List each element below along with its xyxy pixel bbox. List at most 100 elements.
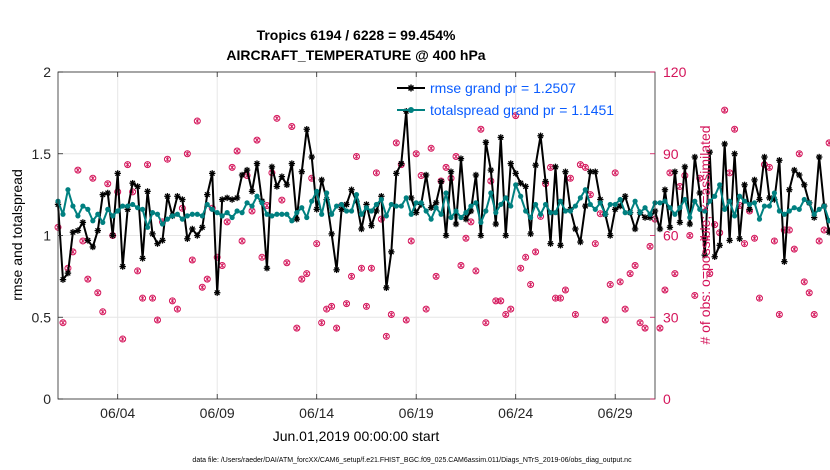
obs-possible-point bbox=[581, 163, 589, 171]
obs-assimilated-point bbox=[567, 175, 574, 181]
rmse-point bbox=[741, 181, 748, 189]
x-tick-label: 06/09 bbox=[200, 405, 235, 421]
obs-assimilated-point bbox=[458, 262, 464, 269]
totalspread-point bbox=[478, 219, 484, 226]
totalspread-point bbox=[299, 205, 305, 211]
obs-assimilated-point bbox=[274, 115, 280, 121]
totalspread-point bbox=[508, 203, 514, 209]
rmse-point bbox=[691, 153, 698, 161]
obs-assimilated-point bbox=[592, 241, 598, 247]
totalspread-point bbox=[304, 214, 310, 221]
obs-assimilated-point bbox=[105, 181, 111, 187]
totalspread-point bbox=[667, 205, 673, 211]
obs-possible-point bbox=[462, 234, 470, 242]
totalspread-point bbox=[279, 211, 285, 217]
obs-possible-point bbox=[362, 302, 370, 310]
obs-assimilated-point bbox=[637, 320, 643, 326]
obs-possible-point bbox=[273, 114, 281, 122]
obs-possible-point bbox=[671, 270, 679, 278]
totalspread-point bbox=[85, 206, 91, 212]
y-tick-label: 1.5 bbox=[32, 146, 52, 162]
totalspread-point bbox=[642, 205, 648, 211]
obs-possible-point bbox=[407, 237, 415, 245]
totalspread-point bbox=[736, 193, 743, 199]
totalspread-point bbox=[816, 206, 822, 212]
totalspread-point bbox=[756, 216, 763, 222]
rmse-point bbox=[313, 206, 320, 213]
rmse-point bbox=[497, 134, 504, 141]
rmse-point bbox=[686, 220, 694, 228]
obs-assimilated-point bbox=[428, 145, 434, 151]
rmse-point bbox=[129, 179, 136, 187]
obs-possible-point bbox=[566, 174, 574, 182]
totalspread-point bbox=[732, 213, 738, 219]
rmse-point bbox=[94, 227, 101, 234]
obs-assimilated-point bbox=[577, 162, 583, 168]
rmse-point bbox=[408, 194, 415, 202]
obs-possible-point bbox=[755, 294, 763, 302]
obs-assimilated-point bbox=[642, 325, 648, 331]
rmse-point bbox=[338, 206, 345, 213]
obs-assimilated-point bbox=[453, 153, 459, 160]
obs-assimilated-point bbox=[224, 219, 230, 225]
totalspread-point bbox=[712, 193, 718, 199]
totalspread-point bbox=[796, 206, 802, 212]
obs-possible-point bbox=[731, 125, 739, 133]
obs-possible-point bbox=[382, 332, 390, 340]
totalspread-point bbox=[363, 205, 370, 211]
obs-assimilated-point bbox=[433, 273, 439, 279]
totalspread-point bbox=[80, 203, 86, 209]
rmse-point bbox=[214, 289, 221, 296]
obs-assimilated-point bbox=[329, 303, 335, 309]
rmse-point bbox=[706, 148, 713, 156]
obs-possible-point bbox=[591, 240, 599, 248]
totalspread-point bbox=[224, 210, 230, 216]
rmse-point bbox=[134, 183, 141, 190]
totalspread-point bbox=[722, 206, 728, 212]
totalspread-point bbox=[368, 208, 375, 214]
totalspread-point bbox=[388, 201, 394, 208]
obs-possible-point bbox=[129, 188, 137, 196]
totalspread-point bbox=[348, 208, 355, 214]
obs-assimilated-point bbox=[189, 257, 195, 263]
rmse-point bbox=[661, 186, 669, 193]
totalspread-point bbox=[324, 190, 330, 196]
obs-assimilated-point bbox=[80, 238, 86, 244]
rmse-point bbox=[84, 237, 92, 244]
obs-possible-point bbox=[303, 270, 311, 278]
obs-possible-point bbox=[527, 281, 535, 289]
obs-possible-point bbox=[328, 302, 336, 310]
totalspread-point bbox=[115, 208, 121, 214]
rmse-point bbox=[577, 238, 584, 246]
y-tick-label-right: 120 bbox=[663, 64, 687, 80]
totalspread-point bbox=[786, 208, 792, 214]
obs-assimilated-point bbox=[144, 162, 151, 168]
obs-assimilated-point bbox=[383, 333, 389, 339]
rmse-point bbox=[791, 166, 798, 174]
obs-assimilated-point bbox=[319, 320, 325, 326]
rmse-point bbox=[373, 207, 380, 215]
obs-assimilated-point bbox=[289, 123, 295, 130]
totalspread-point bbox=[244, 200, 250, 206]
obs-possible-point bbox=[402, 316, 410, 324]
obs-assimilated-point bbox=[776, 311, 782, 318]
obs-possible-point bbox=[163, 155, 171, 163]
rmse-point bbox=[243, 166, 251, 174]
rmse-point bbox=[701, 251, 708, 259]
totalspread-point bbox=[159, 221, 166, 227]
obs-assimilated-point bbox=[194, 118, 200, 124]
obs-possible-point bbox=[367, 264, 375, 272]
obs-possible-point bbox=[313, 240, 321, 248]
obs-assimilated-point bbox=[612, 170, 618, 176]
totalspread-point bbox=[657, 200, 663, 206]
totalspread-point bbox=[562, 208, 569, 214]
ticks: 06/04 06/09 06/14 06/19 06/24 06/29 0 0.5 1 1.5 2 0… bbox=[32, 64, 687, 421]
rmse-point bbox=[462, 215, 470, 223]
totalspread-point bbox=[289, 218, 295, 224]
totalspread-point bbox=[259, 200, 265, 206]
totalspread-point bbox=[582, 187, 588, 193]
legend-asterisk bbox=[407, 84, 415, 92]
y-tick-label-right: 90 bbox=[663, 146, 679, 162]
obs-assimilated-point bbox=[423, 306, 429, 312]
obs-assimilated-point bbox=[796, 151, 802, 157]
